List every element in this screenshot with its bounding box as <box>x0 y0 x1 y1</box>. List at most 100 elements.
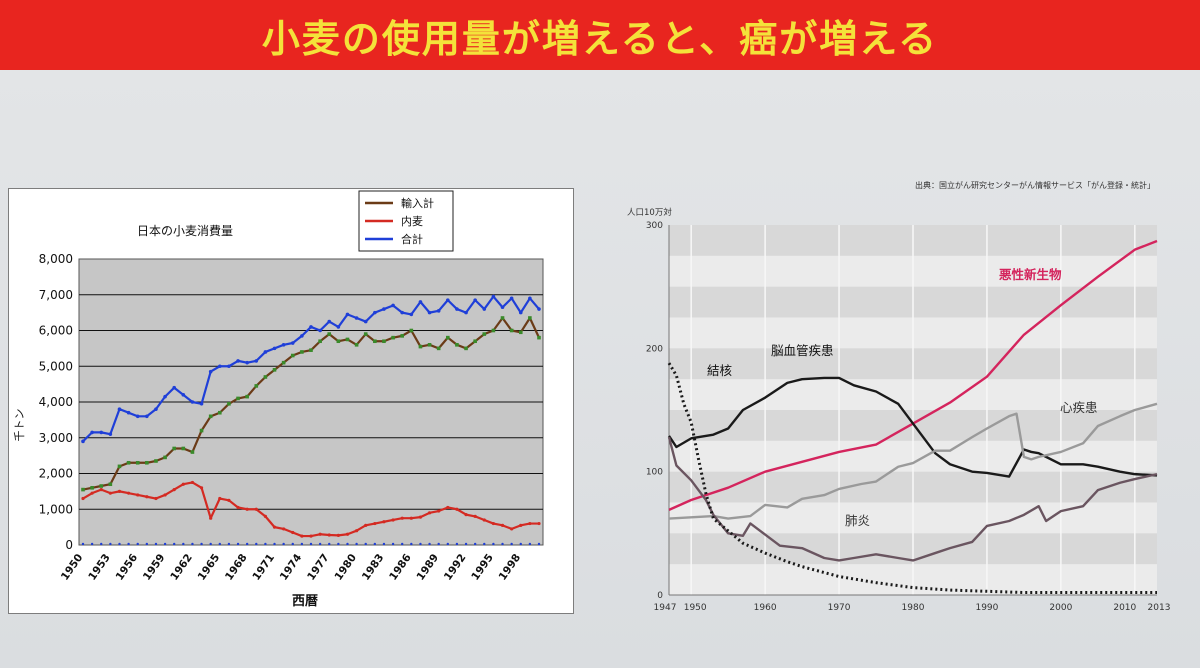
data-point <box>199 486 204 490</box>
x-tick-label: 1960 <box>754 603 777 613</box>
data-point <box>190 480 195 485</box>
x-tick-label: 1998 <box>497 552 524 583</box>
wheat-consumption-chart: 0 1,000 2,000 3,000 4,000 5,000 6,000 7,000 8,00… <box>13 190 544 609</box>
data-point <box>427 511 432 515</box>
data-point <box>172 446 176 451</box>
baseline-marker <box>209 542 212 546</box>
data-point <box>436 346 441 351</box>
data-point <box>181 393 186 397</box>
data-point <box>108 491 112 495</box>
data-point <box>199 401 204 406</box>
x-tick-label: 1995 <box>469 552 496 583</box>
data-point <box>327 533 331 537</box>
data-point <box>482 307 487 311</box>
data-point <box>391 518 395 522</box>
data-point <box>208 414 213 419</box>
baseline-marker <box>182 542 185 546</box>
data-point <box>464 346 468 351</box>
data-point <box>482 332 487 336</box>
series-label: 肺炎 <box>845 513 870 528</box>
data-point <box>327 332 332 336</box>
data-point <box>309 325 313 329</box>
y-tick-label: 0 <box>657 591 663 601</box>
baseline-marker <box>373 542 377 546</box>
data-point <box>154 407 158 411</box>
title-banner: 小麦の使用量が増えると、癌が増える <box>0 0 1200 70</box>
x-tick-label: 2000 <box>1049 603 1072 613</box>
x-tick-label: 1971 <box>250 552 277 583</box>
baseline-marker <box>282 542 285 546</box>
data-point <box>236 359 240 363</box>
data-point <box>491 294 496 299</box>
data-point <box>400 516 404 520</box>
baseline-marker <box>218 542 221 546</box>
baseline-marker <box>236 542 240 546</box>
data-point <box>272 368 277 372</box>
data-point <box>518 310 523 315</box>
data-point <box>455 343 459 347</box>
x-tick-label: 1962 <box>168 552 195 583</box>
data-point <box>245 394 249 399</box>
data-point <box>135 460 140 465</box>
x-tick-label: 2010 <box>1113 603 1136 613</box>
data-point <box>81 487 85 492</box>
wheat-consumption-chart-panel: 0 1,000 2,000 3,000 4,000 5,000 6,000 7,000 8,00… <box>8 188 574 614</box>
data-point <box>318 339 322 344</box>
data-point <box>281 343 286 347</box>
x-tick-label: 1947 <box>654 603 677 613</box>
baseline-marker <box>428 542 431 546</box>
data-point <box>491 521 495 526</box>
baseline-marker <box>245 542 249 546</box>
baseline-marker <box>382 542 386 546</box>
series-label: 悪性新生物 <box>999 267 1062 282</box>
data-point <box>254 384 259 388</box>
data-point <box>482 518 486 522</box>
x-tick-label: 1980 <box>332 552 359 583</box>
baseline-marker <box>337 542 340 546</box>
y-tick-label: 6,000 <box>39 324 73 338</box>
series-line-心疾患 <box>668 402 1158 520</box>
data-point <box>528 316 532 320</box>
baseline-marker <box>90 542 94 546</box>
data-point <box>309 534 313 538</box>
data-point <box>81 496 85 501</box>
data-point <box>473 339 477 344</box>
data-point <box>145 495 149 499</box>
data-point <box>263 514 267 518</box>
baseline-marker <box>510 542 513 546</box>
data-point <box>208 369 213 374</box>
baseline-marker <box>191 542 194 546</box>
data-point <box>300 534 304 538</box>
data-point <box>327 319 332 324</box>
data-point <box>363 332 368 336</box>
x-tick-label: 1990 <box>975 603 998 613</box>
data-point <box>446 505 450 510</box>
data-point <box>373 310 377 315</box>
baseline-marker <box>100 542 103 546</box>
data-point <box>500 523 505 527</box>
data-point <box>291 530 295 535</box>
baseline-marker <box>309 542 313 546</box>
data-point <box>382 520 386 524</box>
data-point <box>90 430 94 435</box>
x-tick-label: 1977 <box>305 552 332 583</box>
data-point <box>455 307 459 311</box>
baseline-marker <box>163 542 167 546</box>
baseline-marker <box>264 542 267 546</box>
data-point <box>236 505 240 510</box>
y-tick-label: 3,000 <box>39 431 73 445</box>
x-axis-label: 西暦 <box>292 594 318 609</box>
legend-label: 内麦 <box>401 214 423 228</box>
baseline-marker <box>291 542 294 546</box>
data-point <box>418 300 423 304</box>
data-point <box>81 439 85 444</box>
data-point <box>455 507 459 511</box>
y-tick-label: 100 <box>646 468 663 478</box>
baseline-marker <box>154 542 158 546</box>
data-point <box>108 482 113 487</box>
x-tick-label: 2013 <box>1148 603 1171 613</box>
data-point <box>409 516 413 520</box>
data-point <box>227 364 231 369</box>
data-point <box>427 310 432 315</box>
x-tick-label: 1992 <box>442 552 469 583</box>
